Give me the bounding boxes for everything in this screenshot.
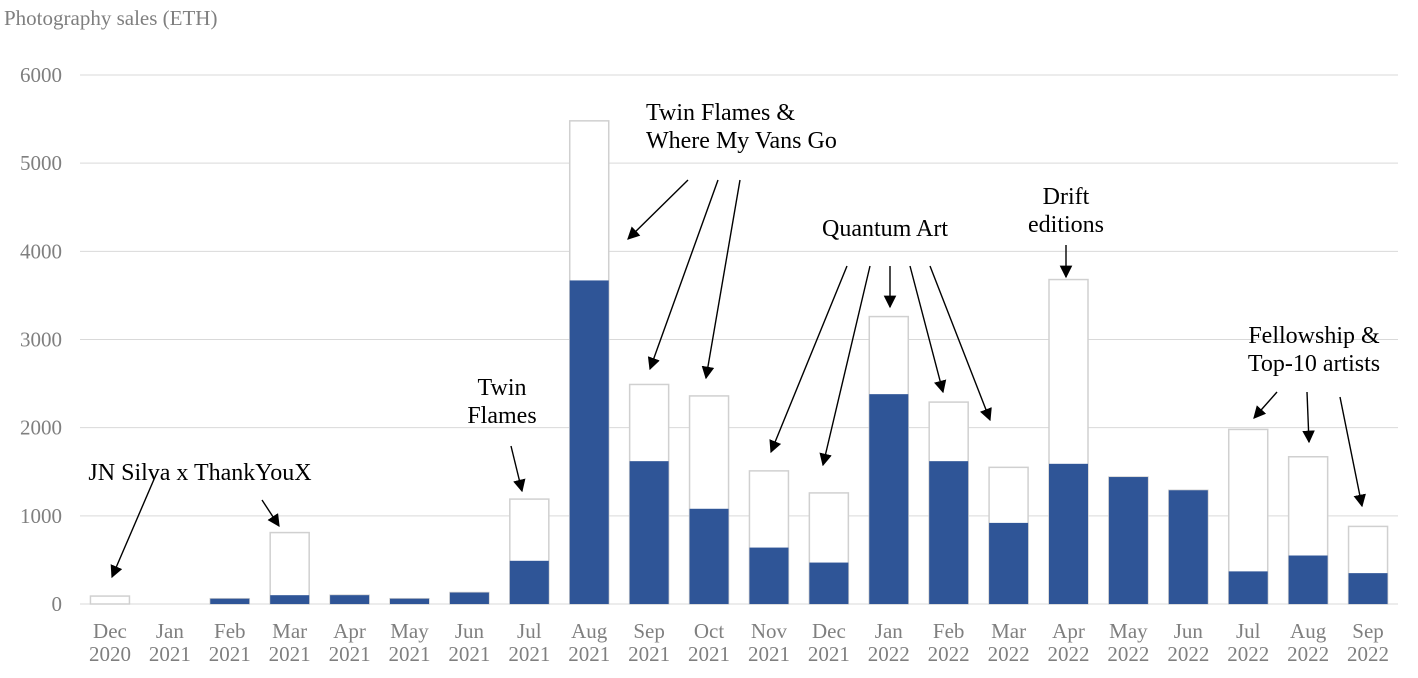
x-tick-label: Aug 2021	[568, 619, 610, 666]
annotation-arrow	[1339, 396, 1366, 508]
highlighted-bar	[749, 547, 789, 604]
x-tick-label: Sep 2022	[1347, 619, 1389, 666]
annotation-arrow	[647, 179, 719, 371]
x-tick-label: Feb 2022	[928, 619, 970, 666]
annotation: Twin Flames	[467, 375, 537, 493]
highlighted-bar	[1228, 571, 1268, 604]
annotation: JN Silva x ThankYouX	[88, 460, 312, 579]
x-tick-label: Mar 2021	[269, 619, 311, 666]
highlighted-bar	[569, 280, 609, 604]
y-tick-label: 1000	[20, 504, 62, 528]
highlighted-bar	[330, 595, 370, 604]
y-axis-ticks: 0 1000 2000 3000 4000 5000 6000	[20, 63, 62, 616]
x-tick-label: May 2021	[389, 619, 431, 666]
annotation-arrow	[110, 469, 159, 579]
annotation-arrow	[1253, 391, 1278, 419]
x-tick-label: Feb 2021	[209, 619, 251, 666]
highlighted-bar	[1108, 477, 1148, 604]
x-tick-label: Jun 2021	[448, 619, 490, 666]
total-bar	[89, 595, 131, 605]
x-tick-label: Jan 2021	[149, 619, 191, 666]
annotation-arrow	[261, 499, 280, 528]
y-axis-title: Photography sales (ETH)	[4, 6, 217, 30]
x-axis-ticks: Dec 2020 Jan 2021 Feb 2021 Mar 2021 Apr 2021 May 20…	[89, 619, 1389, 666]
annotation-arrow	[510, 445, 526, 493]
annotation: Drift editions	[1028, 184, 1104, 279]
highlighted-sales-bars	[210, 280, 1388, 604]
annotation: Twin Flames & Where My Vans Go	[627, 100, 837, 380]
y-tick-label: 2000	[20, 416, 62, 440]
y-tick-label: 4000	[20, 239, 62, 263]
annotation-label: Quantum Art	[822, 216, 948, 242]
highlighted-bar	[210, 598, 250, 604]
highlighted-bar	[689, 508, 729, 604]
highlighted-bar	[1168, 490, 1208, 604]
x-tick-label: Mar 2022	[988, 619, 1030, 666]
y-tick-label: 0	[52, 592, 63, 616]
annotation-arrow	[1302, 391, 1315, 444]
highlighted-bar	[989, 522, 1029, 604]
annotation-label: Twin Flames	[467, 375, 536, 429]
highlighted-bar	[869, 394, 909, 604]
x-tick-label: Apr 2021	[329, 619, 371, 666]
x-tick-label: Oct 2021	[688, 619, 730, 666]
x-tick-label: Jul 2022	[1227, 619, 1269, 666]
highlighted-bar	[929, 461, 969, 604]
annotation-label: JN Silva x ThankYouX	[88, 460, 311, 486]
x-tick-label: Dec 2021	[808, 619, 850, 666]
annotation: Quantum Art	[769, 216, 992, 467]
total-bar	[269, 531, 310, 605]
y-tick-label: 3000	[20, 328, 62, 352]
annotation-arrow	[627, 179, 689, 240]
highlighted-bar	[449, 592, 489, 604]
highlighted-bar	[1288, 555, 1328, 604]
annotation-label: Twin Flames & Where My Vans Go	[646, 100, 837, 154]
highlighted-bar	[1348, 573, 1388, 604]
x-tick-label: Dec 2020	[89, 619, 131, 666]
x-tick-label: Apr 2022	[1048, 619, 1090, 666]
grid-lines	[80, 74, 1398, 605]
x-tick-label: Jul 2021	[508, 619, 550, 666]
x-tick-label: Jan 2022	[868, 619, 910, 666]
x-tick-label: Aug 2022	[1287, 619, 1329, 666]
annotation-arrow	[769, 265, 848, 454]
annotation-arrow	[701, 179, 741, 380]
highlighted-bar	[390, 598, 429, 604]
x-tick-label: Jun 2022	[1167, 619, 1209, 666]
y-tick-label: 5000	[20, 151, 62, 175]
highlighted-bar	[629, 461, 669, 604]
annotations: JN Silva x ThankYouX Twin Flames Twin Flame…	[88, 100, 1380, 579]
y-tick-label: 6000	[20, 63, 62, 87]
annotation-arrow	[909, 265, 947, 394]
highlighted-bar	[509, 560, 549, 604]
annotation-arrow	[819, 265, 871, 467]
annotation-label: Fellowship & Top-10 artists	[1248, 323, 1380, 377]
x-tick-label: May 2022	[1107, 619, 1149, 666]
annotation-arrow	[929, 265, 992, 422]
highlighted-bar	[1049, 463, 1088, 604]
annotation: Fellowship & Top-10 artists	[1248, 323, 1380, 508]
x-tick-label: Nov 2021	[748, 619, 790, 666]
highlighted-bar	[270, 595, 310, 604]
x-tick-label: Sep 2021	[628, 619, 670, 666]
annotation-label: Drift editions	[1028, 184, 1104, 238]
highlighted-bar	[809, 562, 849, 604]
